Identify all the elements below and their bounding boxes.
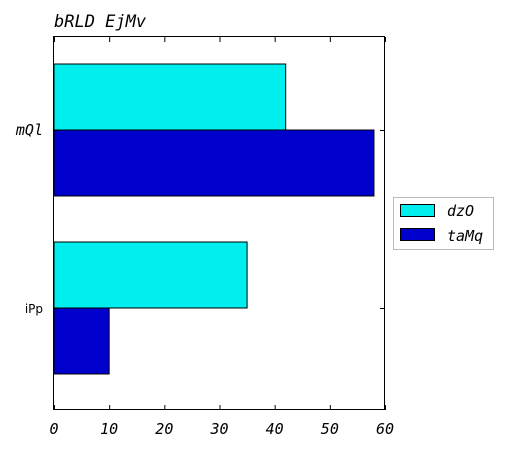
y-tick-label-ipp: iPp [25,302,43,316]
x-tick-label-20: 20 [155,420,173,438]
plot-area-frame [53,36,385,410]
legend-swatch-dzo [400,204,435,217]
legend-swatch-tamq [400,228,435,241]
legend-label-dzo: dzO [447,202,474,220]
x-tick-label-50: 50 [321,420,339,438]
x-tick-label-40: 40 [266,420,284,438]
bar-dzo-mql [53,63,287,131]
bar-tamq-mql [53,129,375,197]
x-tick-label-30: 30 [209,420,228,438]
axis-ticks: mQl iPp 0 10 20 30 40 50 60 [15,37,394,438]
chart-title: bRLD EjMv [54,12,147,32]
bars-layer [53,63,375,375]
legend-label-tamq: taMq [447,227,483,245]
bar-dzo-ipp [53,241,248,309]
legend: dzO taMq [393,197,494,250]
x-tick-label-10: 10 [100,420,118,438]
x-tick-label-60: 60 [376,420,394,438]
bar-tamq-ipp [53,307,110,375]
y-tick-label-mql: mQl [15,121,43,139]
x-tick-label-0: 0 [49,420,58,438]
